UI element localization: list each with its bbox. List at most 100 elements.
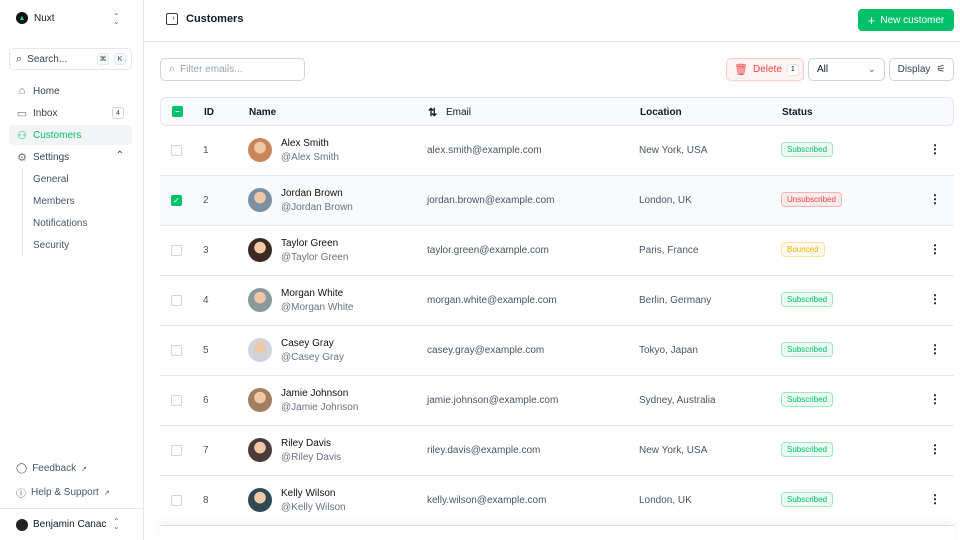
status-badge: Unsubscribed	[781, 192, 842, 207]
cell-name: Riley Davis	[281, 438, 332, 449]
status-badge: Subscribed	[781, 442, 834, 457]
col-email[interactable]: Email	[446, 107, 472, 118]
button-label: New customer	[880, 14, 945, 26]
cell-location: Berlin, Germany	[639, 295, 712, 306]
feedback-link[interactable]: ◯ Feedback ↗	[16, 463, 87, 474]
cell-location: London, UK	[639, 495, 692, 506]
chat-icon: ◯	[16, 463, 28, 474]
table-row[interactable]: 1 Alex Smith @Alex Smith alex.smith@exam…	[160, 126, 954, 176]
cell-id: 7	[203, 445, 209, 456]
col-id: ID	[204, 107, 214, 118]
user-menu[interactable]: Benjamin Canac ⌃ ⌄	[0, 508, 143, 540]
more-vertical-icon[interactable]: ⋮	[929, 492, 941, 506]
select-all-checkbox[interactable]: –	[172, 106, 183, 117]
status-badge: Subscribed	[781, 142, 834, 157]
table-row[interactable]: 8 Kelly Wilson @Kelly Wilson kelly.wilso…	[160, 476, 954, 526]
cell-location: London, UK	[639, 195, 692, 206]
cell-handle: @Casey Gray	[281, 352, 344, 363]
cell-id: 3	[203, 245, 209, 256]
col-name: Name	[249, 107, 277, 118]
chevron-up-down-icon[interactable]: ⌃ ⌄	[113, 12, 120, 26]
cell-handle: @Riley Davis	[281, 452, 342, 463]
row-checkbox[interactable]	[171, 395, 182, 406]
row-checkbox[interactable]	[171, 345, 182, 356]
more-vertical-icon[interactable]: ⋮	[929, 292, 941, 306]
external-link-icon: ↗	[103, 489, 110, 497]
plus-icon: +	[867, 12, 876, 28]
nav-label: Home	[33, 85, 60, 97]
cell-id: 6	[203, 395, 209, 406]
table-row[interactable]: 7 Riley Davis @Riley Davis riley.davis@e…	[160, 426, 954, 476]
search-icon: ⌕	[16, 52, 23, 65]
table-row[interactable]: ✓ 2 Jordan Brown @Jordan Brown jordan.br…	[160, 176, 954, 226]
cell-name: Jordan Brown	[281, 188, 343, 199]
row-checkbox[interactable]: ✓	[171, 195, 182, 206]
chevron-down-icon: ⌄	[867, 64, 876, 75]
page-title: Customers	[186, 13, 244, 25]
help-link[interactable]: ⓘ Help & Support ↗	[16, 485, 110, 500]
status-filter-select[interactable]: All ⌄	[808, 58, 885, 81]
cell-name: Alex Smith	[281, 138, 329, 149]
table-row	[160, 526, 954, 540]
row-checkbox[interactable]	[171, 245, 182, 256]
sidebar-item-notifications[interactable]: Notifications	[33, 218, 88, 229]
col-location: Location	[640, 107, 682, 118]
gear-icon: ⚙	[17, 151, 27, 164]
more-vertical-icon[interactable]: ⋮	[929, 342, 941, 356]
table-row[interactable]: 6 Jamie Johnson @Jamie Johnson jamie.joh…	[160, 376, 954, 426]
row-checkbox[interactable]	[171, 145, 182, 156]
sidebar-collapse-icon[interactable]: ‹	[166, 13, 178, 25]
cell-handle: @Kelly Wilson	[281, 502, 346, 513]
cell-handle: @Jordan Brown	[281, 202, 353, 213]
row-checkbox[interactable]	[171, 295, 182, 306]
cell-email: riley.davis@example.com	[427, 445, 541, 456]
avatar	[248, 488, 272, 512]
cell-name: Kelly Wilson	[281, 488, 336, 499]
user-name: Benjamin Canac	[33, 519, 107, 530]
status-badge: Subscribed	[781, 392, 834, 407]
more-vertical-icon[interactable]: ⋮	[929, 442, 941, 456]
display-button[interactable]: Display ⚟	[889, 58, 954, 81]
more-vertical-icon[interactable]: ⋮	[929, 192, 941, 206]
sidebar-item-inbox[interactable]: ▭ Inbox 4	[9, 103, 132, 123]
more-vertical-icon[interactable]: ⋮	[929, 392, 941, 406]
cell-email: casey.gray@example.com	[427, 345, 545, 356]
cell-location: Paris, France	[639, 245, 699, 256]
table-row[interactable]: 4 Morgan White @Morgan White morgan.whit…	[160, 276, 954, 326]
new-customer-button[interactable]: + New customer	[858, 9, 954, 31]
cell-email: jordan.brown@example.com	[427, 195, 555, 206]
search-label: Search...	[27, 53, 68, 65]
col-status: Status	[782, 107, 813, 118]
table-row[interactable]: 3 Taylor Green @Taylor Green taylor.gree…	[160, 226, 954, 276]
more-vertical-icon[interactable]: ⋮	[929, 142, 941, 156]
sidebar-item-members[interactable]: Members	[33, 196, 75, 207]
delete-button[interactable]: 🗑 Delete 1	[726, 58, 804, 81]
more-vertical-icon[interactable]: ⋮	[929, 242, 941, 256]
inbox-icon: ▭	[16, 107, 28, 120]
sidebar-item-customers[interactable]: ⚇ Customers	[9, 125, 132, 145]
status-badge: Bounced	[781, 242, 825, 257]
search-button[interactable]: ⌕ Search... ⌘ K	[9, 48, 132, 70]
row-checkbox[interactable]	[171, 445, 182, 456]
sidebar-item-home[interactable]: ⌂ Home	[9, 81, 132, 101]
row-checkbox[interactable]	[171, 495, 182, 506]
home-icon: ⌂	[18, 85, 26, 97]
sort-icon[interactable]: ⇅	[428, 107, 438, 119]
chevron-up-down-icon: ⌃ ⌄	[113, 517, 120, 531]
inbox-badge: 4	[112, 107, 124, 119]
search-icon: ⌕	[169, 63, 176, 75]
sidebar-item-security[interactable]: Security	[33, 240, 70, 251]
avatar	[16, 519, 28, 531]
cell-handle: @Morgan White	[281, 302, 354, 313]
team-switcher[interactable]: ▲ Nuxt	[16, 12, 55, 24]
sidebar-item-settings[interactable]: ⚙ Settings ⌃	[9, 147, 132, 167]
status-badge: Subscribed	[781, 342, 834, 357]
sidebar-item-general[interactable]: General	[33, 174, 69, 185]
sidebar: ▲ Nuxt ⌃ ⌄ ⌕ Search... ⌘ K ⌂ Home ▭ Inbox 4 ⚇…	[0, 0, 144, 540]
page-header: ‹ Customers + New customer	[144, 0, 960, 42]
cell-name: Taylor Green	[281, 238, 339, 249]
table-row[interactable]: 5 Casey Gray @Casey Gray casey.gray@exam…	[160, 326, 954, 376]
cell-name: Casey Gray	[281, 338, 334, 349]
filter-emails-input[interactable]: ⌕ Filter emails...	[160, 58, 305, 81]
avatar	[248, 388, 272, 412]
